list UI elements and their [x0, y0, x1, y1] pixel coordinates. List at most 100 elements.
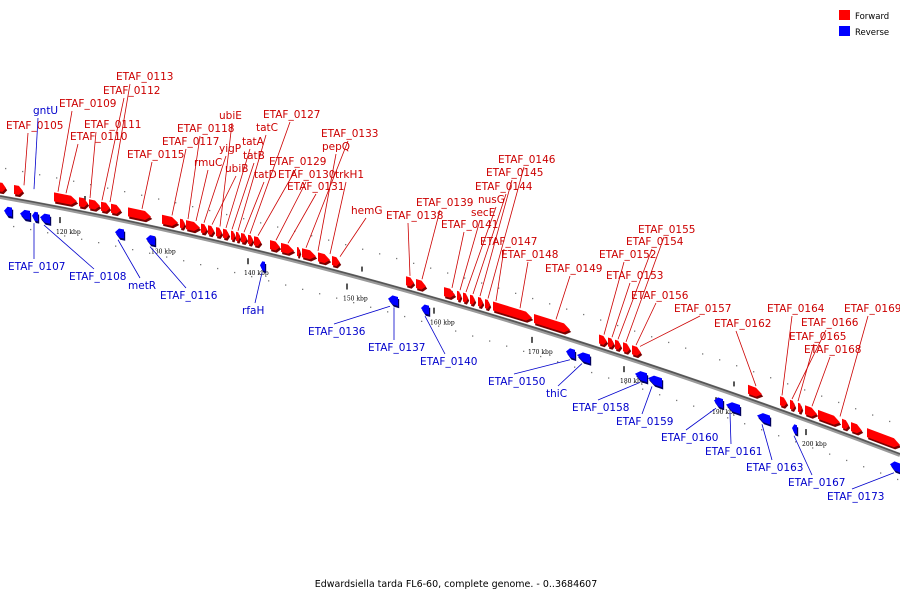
gene-label[interactable]: ETAF_0148 [501, 249, 558, 261]
gene-label[interactable]: ETAF_0145 [486, 167, 543, 179]
reverse-gene-arrow[interactable] [648, 375, 662, 388]
forward-gene-arrow[interactable] [101, 201, 110, 212]
gene-label[interactable]: ETAF_0116 [160, 290, 218, 302]
forward-gene-arrow[interactable] [54, 192, 77, 205]
forward-gene-arrow[interactable] [201, 223, 207, 234]
gene-label[interactable]: metR [128, 280, 156, 292]
gene-label[interactable]: ETAF_0159 [616, 416, 673, 428]
forward-gene-arrow[interactable] [241, 233, 247, 243]
forward-gene-arrow[interactable] [236, 231, 240, 242]
gene-label[interactable]: ETAF_0127 [263, 109, 320, 121]
reverse-gene-arrow[interactable] [421, 304, 429, 315]
forward-gene-arrow[interactable] [302, 248, 316, 260]
forward-gene-arrow[interactable] [805, 405, 817, 417]
gene-label[interactable]: tatB [243, 150, 265, 162]
gene-label[interactable]: ETAF_0149 [545, 263, 602, 275]
gene-label[interactable]: ETAF_0141 [441, 219, 498, 231]
gene-label[interactable]: hemG [351, 205, 382, 217]
reverse-gene-arrow[interactable] [890, 461, 900, 473]
reverse-gene-arrow[interactable] [757, 413, 770, 425]
reverse-gene-arrow[interactable] [635, 371, 647, 383]
forward-gene-arrow[interactable] [254, 236, 261, 247]
reverse-gene-arrow[interactable] [115, 228, 124, 239]
forward-gene-arrow[interactable] [842, 418, 849, 430]
forward-gene-arrow[interactable] [867, 428, 900, 448]
forward-gene-arrow[interactable] [128, 207, 151, 220]
forward-gene-arrow[interactable] [798, 402, 802, 413]
reverse-gene-arrow[interactable] [577, 352, 590, 364]
forward-gene-arrow[interactable] [444, 287, 455, 298]
gene-label[interactable]: secE [471, 207, 495, 219]
reverse-gene-arrow[interactable] [388, 295, 398, 306]
gene-label[interactable]: ETAF_0113 [116, 71, 173, 83]
forward-gene-arrow[interactable] [208, 225, 214, 235]
gene-label[interactable]: ETAF_0154 [626, 236, 684, 248]
gene-label[interactable]: ETAF_0166 [801, 317, 859, 329]
gene-label[interactable]: ETAF_0161 [705, 446, 762, 458]
gene-label[interactable]: ETAF_0160 [661, 432, 718, 444]
gene-label[interactable]: ETAF_0162 [714, 318, 771, 330]
forward-gene-arrow[interactable] [231, 230, 235, 241]
forward-gene-arrow[interactable] [14, 185, 23, 195]
gene-label[interactable]: ETAF_0111 [84, 119, 141, 131]
gene-label[interactable]: ubiE [219, 110, 242, 122]
gene-label[interactable]: rmuC [194, 157, 222, 169]
gene-label[interactable]: ETAF_0138 [386, 210, 443, 222]
gene-label[interactable]: ETAF_0110 [70, 131, 127, 143]
gene-label[interactable]: ETAF_0146 [498, 154, 556, 166]
forward-gene-arrow[interactable] [180, 218, 185, 229]
forward-gene-arrow[interactable] [470, 294, 475, 305]
gene-label[interactable]: ETAF_0152 [599, 249, 656, 261]
gene-label[interactable]: tatC [256, 122, 278, 134]
reverse-gene-arrow[interactable] [20, 209, 30, 220]
forward-gene-arrow[interactable] [297, 247, 300, 257]
gene-label[interactable]: pepQ [322, 141, 350, 153]
forward-gene-arrow[interactable] [416, 279, 426, 290]
gene-label[interactable]: rfaH [242, 305, 264, 317]
reverse-gene-arrow[interactable] [4, 206, 12, 217]
gene-label[interactable]: ETAF_0173 [827, 491, 884, 503]
gene-label[interactable]: ETAF_0115 [127, 149, 184, 161]
reverse-gene-arrow[interactable] [792, 424, 797, 435]
gene-label[interactable]: ETAF_0133 [321, 128, 378, 140]
gene-label[interactable]: ETAF_0155 [638, 224, 695, 236]
reverse-gene-arrow[interactable] [714, 397, 723, 409]
gene-label[interactable]: nusG [478, 194, 505, 206]
gene-label[interactable]: thiC [546, 388, 567, 400]
forward-gene-arrow[interactable] [478, 297, 483, 307]
gene-label[interactable]: ETAF_0137 [368, 342, 425, 354]
gene-label[interactable]: ETAF_0139 [416, 197, 473, 209]
gene-label[interactable]: ETAF_0150 [488, 376, 545, 388]
forward-gene-arrow[interactable] [790, 399, 795, 410]
forward-gene-arrow[interactable] [463, 292, 468, 303]
forward-gene-arrow[interactable] [632, 345, 641, 356]
forward-gene-arrow[interactable] [332, 256, 340, 267]
forward-gene-arrow[interactable] [0, 182, 6, 192]
gene-label[interactable]: ETAF_0164 [767, 303, 825, 315]
gene-label[interactable]: ETAF_0147 [480, 236, 537, 248]
reverse-gene-arrow[interactable] [260, 261, 265, 271]
forward-gene-arrow[interactable] [457, 290, 461, 301]
forward-gene-arrow[interactable] [748, 384, 762, 397]
forward-gene-arrow[interactable] [493, 301, 532, 321]
gene-label[interactable]: ETAF_0118 [177, 123, 234, 135]
gene-label[interactable]: ETAF_0136 [308, 326, 366, 338]
forward-gene-arrow[interactable] [599, 334, 607, 346]
gene-label[interactable]: ETAF_0167 [788, 477, 845, 489]
reverse-gene-arrow[interactable] [146, 235, 155, 246]
gene-label[interactable]: ETAF_0117 [162, 136, 219, 148]
forward-gene-arrow[interactable] [186, 220, 200, 231]
gene-label[interactable]: ETAF_0153 [606, 270, 663, 282]
forward-gene-arrow[interactable] [248, 234, 253, 245]
gene-label[interactable]: ETAF_0131 [287, 181, 344, 193]
gene-label[interactable]: ETAF_0108 [69, 271, 126, 283]
forward-gene-arrow[interactable] [89, 199, 100, 210]
gene-label[interactable]: ETAF_0156 [631, 290, 689, 302]
forward-gene-arrow[interactable] [79, 197, 88, 208]
gene-label[interactable]: trkH1 [335, 169, 364, 181]
gene-label[interactable]: gntU [33, 105, 58, 117]
reverse-gene-arrow[interactable] [32, 211, 38, 222]
forward-gene-arrow[interactable] [623, 342, 630, 353]
gene-label[interactable]: ETAF_0157 [674, 303, 731, 315]
reverse-gene-arrow[interactable] [40, 213, 50, 224]
